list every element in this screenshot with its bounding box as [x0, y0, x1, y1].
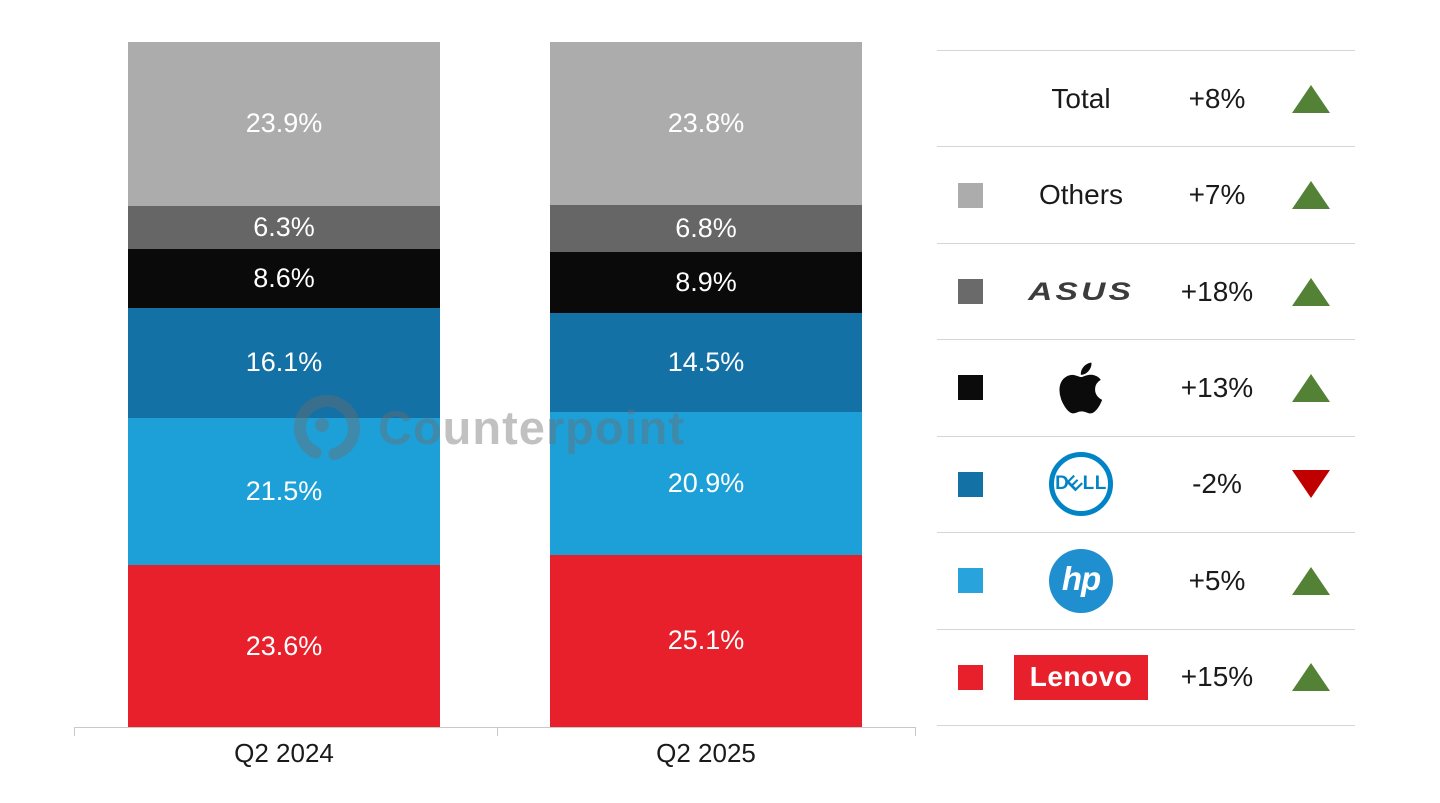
segment-dell-q2-2025: 14.5%: [550, 312, 862, 412]
trend-up-icon: [1292, 566, 1330, 595]
segment-value-label: 6.3%: [253, 211, 315, 242]
x-axis: [74, 727, 916, 736]
segment-value-label: 23.6%: [245, 630, 323, 661]
segment-asus-q2-2024: 6.3%: [128, 205, 440, 249]
change-value: +8%: [1188, 82, 1246, 114]
legend-swatch: [958, 664, 983, 690]
segment-apple-q2-2025: 8.9%: [550, 251, 862, 313]
legend-label-others: Others: [1038, 179, 1124, 211]
segment-value-label: 21.5%: [245, 476, 323, 507]
segment-hp-q2-2024: 21.5%: [128, 418, 440, 566]
legend-swatch: [958, 471, 983, 497]
trend-up-icon: [1292, 277, 1330, 306]
axis-tick: [497, 728, 498, 736]
legend-row-asus: ASUS +18%: [937, 242, 1355, 339]
legend-swatch: [958, 375, 983, 401]
segment-lenovo-q2-2024: 23.6%: [128, 565, 440, 727]
change-value: +13%: [1180, 371, 1254, 403]
hp-logo: hp: [1049, 548, 1113, 613]
legend-swatch: [958, 279, 983, 305]
change-value: +7%: [1188, 179, 1246, 211]
segment-value-label: 14.5%: [667, 346, 745, 377]
legend-row-total: Total +8%: [937, 50, 1355, 146]
legend-row-others: Others +7%: [937, 146, 1355, 242]
trend-down-icon: [1292, 470, 1330, 499]
stacked-bar-q2-2025: 23.8% 6.8% 8.9% 14.5% 20.9% 25.1%: [550, 42, 862, 727]
segment-value-label: 23.8%: [667, 108, 745, 138]
segment-value-label: 20.9%: [667, 467, 745, 498]
change-value: +18%: [1180, 275, 1254, 307]
axis-tick: [74, 728, 75, 736]
segment-others-q2-2024: 23.9%: [128, 42, 440, 206]
segment-asus-q2-2025: 6.8%: [550, 205, 862, 252]
legend-swatch: [958, 182, 983, 208]
legend-row-hp: hp +5%: [937, 532, 1355, 628]
legend-swatch: [958, 568, 983, 594]
category-label-q2-2024: Q2 2024: [234, 738, 334, 768]
legend-row-apple: +13%: [937, 339, 1355, 435]
change-value: +15%: [1180, 661, 1254, 693]
apple-logo-icon: [1059, 362, 1103, 414]
trend-up-icon: [1292, 373, 1330, 402]
asus-logo: ASUS: [1027, 276, 1134, 306]
trend-up-icon: [1292, 181, 1330, 210]
category-label-q2-2025: Q2 2025: [656, 738, 756, 768]
segment-lenovo-q2-2025: 25.1%: [550, 555, 862, 727]
segment-dell-q2-2024: 16.1%: [128, 307, 440, 419]
segment-value-label: 16.1%: [245, 347, 323, 378]
axis-tick: [915, 728, 916, 736]
segment-hp-q2-2025: 20.9%: [550, 411, 862, 556]
segment-value-label: 8.9%: [675, 266, 737, 297]
lenovo-logo: Lenovo: [1014, 654, 1148, 700]
segment-others-q2-2025: 23.8%: [550, 42, 862, 206]
legend: Total +8% Others +7% ASUS +18% +13%: [937, 50, 1355, 726]
legend-label-total: Total: [1051, 82, 1111, 114]
change-value: -2%: [1192, 468, 1242, 500]
stacked-bar-q2-2024: 23.9% 6.3% 8.6% 16.1% 21.5% 23.6%: [128, 42, 440, 727]
segment-value-label: 23.9%: [245, 108, 323, 139]
trend-up-icon: [1292, 84, 1330, 113]
trend-up-icon: [1292, 663, 1330, 692]
segment-value-label: 6.8%: [675, 212, 737, 243]
segment-value-label: 8.6%: [253, 262, 315, 293]
segment-value-label: 25.1%: [667, 625, 745, 656]
change-value: +5%: [1188, 564, 1246, 596]
legend-row-lenovo: Lenovo +15%: [937, 628, 1355, 725]
segment-apple-q2-2024: 8.6%: [128, 248, 440, 308]
